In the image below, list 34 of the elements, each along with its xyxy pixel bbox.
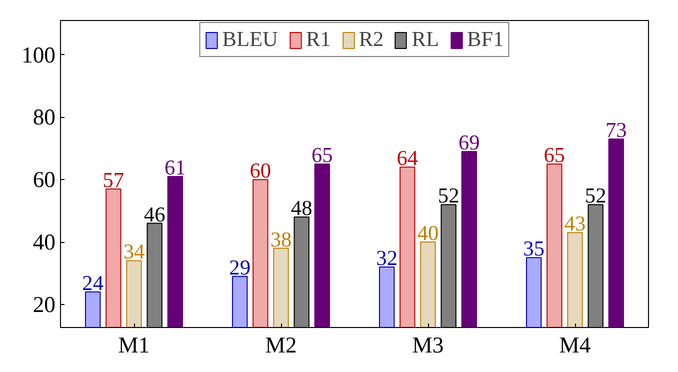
data-label: 52 (584, 184, 606, 208)
y-tick-label: 80 (32, 104, 56, 130)
x-tick-label: M1 (118, 332, 150, 358)
data-label: 64 (396, 146, 418, 170)
data-label: 24 (82, 270, 104, 295)
legend-label: BLEU (222, 27, 278, 52)
legend-label: BF1 (466, 27, 504, 52)
legend-label: RL (412, 27, 439, 52)
data-label: 65 (311, 143, 333, 168)
data-label: 38 (270, 227, 292, 252)
y-tick-label: 60 (32, 167, 56, 192)
legend-label: R1 (306, 27, 331, 52)
y-tick-label: 40 (32, 230, 56, 255)
y-tick-label: 20 (32, 292, 56, 317)
data-label: 35 (523, 236, 545, 261)
data-label: 40 (417, 221, 439, 246)
data-label: 29 (229, 255, 251, 280)
data-label: 61 (164, 155, 186, 180)
data-label: 65 (544, 143, 566, 168)
data-label: 69 (458, 130, 480, 155)
legend-label: R2 (358, 27, 384, 52)
data-label: 43 (564, 212, 586, 236)
data-label: 60 (250, 158, 272, 183)
y-tick-label: 100 (22, 42, 56, 68)
data-label: 52 (438, 184, 460, 208)
x-tick-label: M3 (412, 332, 444, 358)
data-label: 57 (102, 168, 124, 192)
data-label: 48 (290, 196, 312, 220)
data-label: 46 (144, 202, 166, 226)
x-tick-label: M2 (265, 332, 297, 358)
x-tick-label: M4 (559, 332, 591, 358)
data-label: 34 (123, 240, 145, 264)
data-label: 32 (376, 246, 398, 270)
data-label: 73 (605, 118, 627, 142)
